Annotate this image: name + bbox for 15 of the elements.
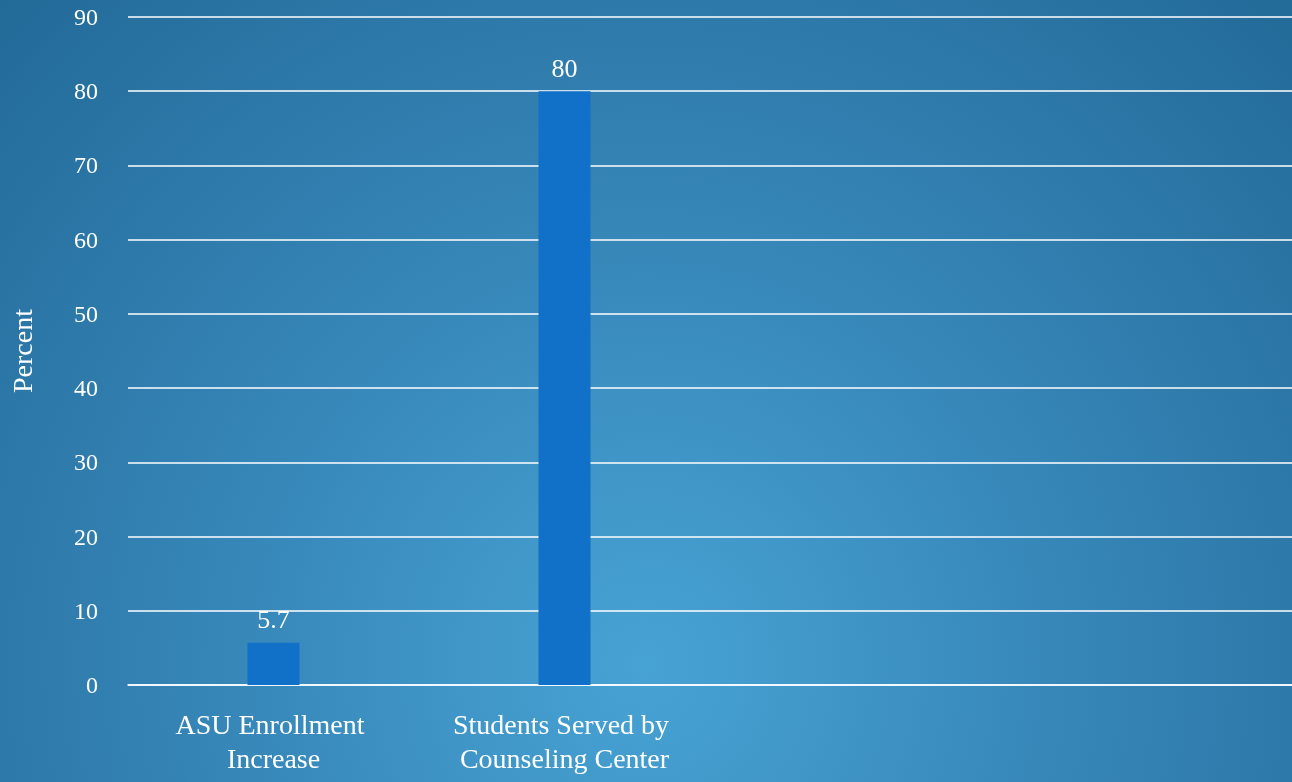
data-label: 80 [551, 53, 578, 83]
y-tick-label: 90 [74, 4, 98, 30]
data-label: 5.7 [257, 605, 290, 635]
y-tick-label: 50 [74, 300, 98, 327]
y-tick-label: 40 [74, 375, 98, 402]
y-tick-label: 30 [74, 449, 98, 476]
y-tick-label: 0 [86, 672, 98, 698]
y-axis-title: Percent [6, 308, 38, 393]
x-tick-label: ASU Enrollment Increase [175, 708, 372, 774]
y-tick-label: 20 [74, 523, 98, 550]
y-tick-label: 60 [74, 226, 98, 253]
x-tick-label: Students Served by Counseling Center [452, 708, 677, 774]
y-tick-label: 80 [74, 78, 98, 105]
y-tick-label: 10 [74, 597, 98, 624]
y-tick-label: 70 [74, 152, 98, 179]
